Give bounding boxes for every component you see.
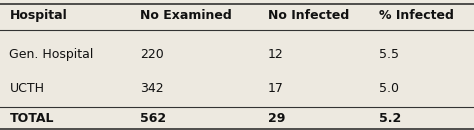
Text: Hospital: Hospital: [9, 9, 67, 22]
Text: 29: 29: [268, 112, 285, 125]
Text: 12: 12: [268, 48, 283, 61]
Text: 17: 17: [268, 82, 283, 95]
Text: 5.0: 5.0: [379, 82, 399, 95]
Text: 220: 220: [140, 48, 164, 61]
Text: Gen. Hospital: Gen. Hospital: [9, 48, 94, 61]
Text: 562: 562: [140, 112, 166, 125]
Text: 342: 342: [140, 82, 164, 95]
Text: No Examined: No Examined: [140, 9, 232, 22]
Text: 5.5: 5.5: [379, 48, 399, 61]
Text: TOTAL: TOTAL: [9, 112, 54, 125]
Text: % Infected: % Infected: [379, 9, 454, 22]
Text: No Infected: No Infected: [268, 9, 349, 22]
Text: 5.2: 5.2: [379, 112, 401, 125]
Text: UCTH: UCTH: [9, 82, 45, 95]
